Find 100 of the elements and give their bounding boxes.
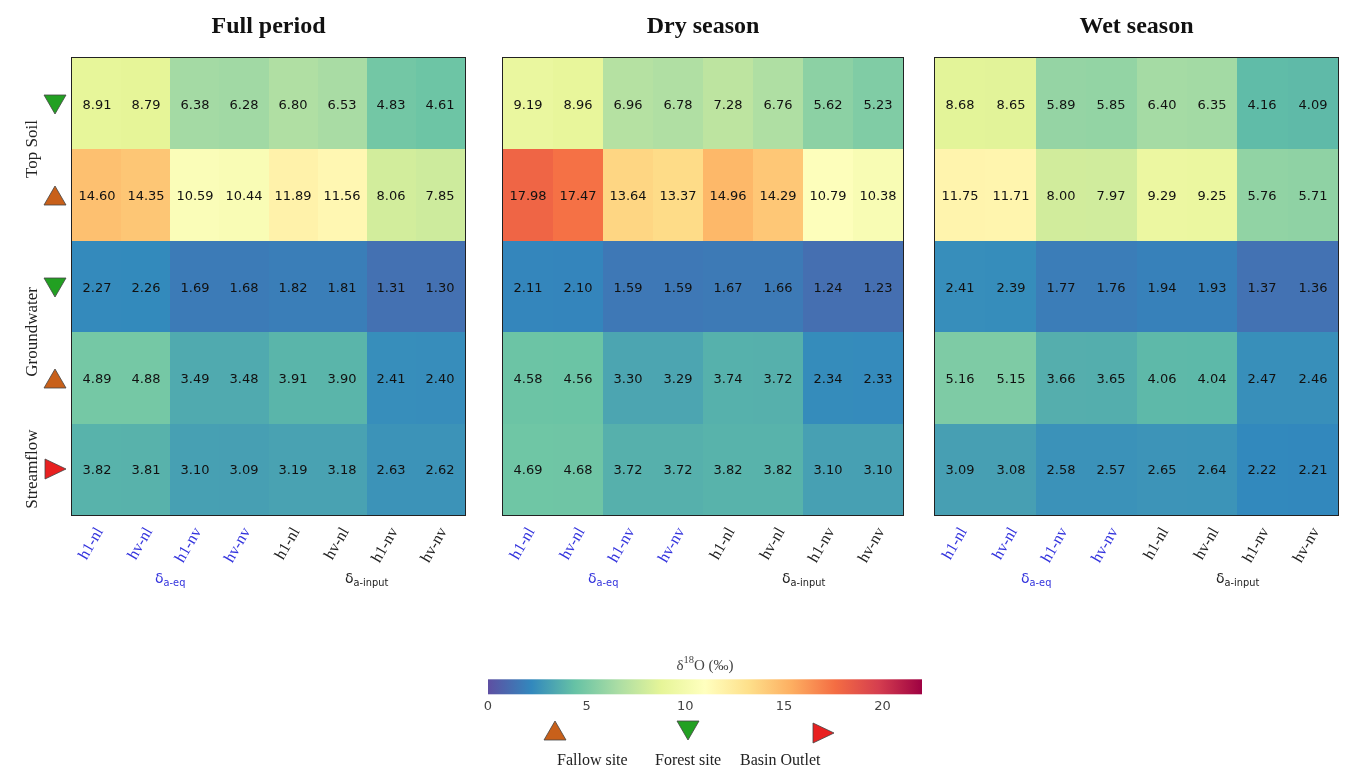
data-label: 1.93	[1197, 279, 1227, 295]
data-label: 17.47	[559, 187, 597, 203]
data-label: 6.76	[763, 96, 793, 112]
data-label: 8.00	[1046, 187, 1076, 203]
data-label: 1.69	[180, 279, 210, 295]
data-label: 5.23	[863, 96, 893, 112]
data-label: 8.79	[131, 96, 161, 112]
data-label: 6.38	[180, 96, 210, 112]
data-label: 4.83	[376, 96, 406, 112]
data-label: 1.82	[278, 279, 308, 295]
data-label: 11.56	[323, 187, 361, 203]
data-label: 4.06	[1147, 370, 1177, 386]
data-label: 2.27	[82, 279, 112, 295]
data-label: 2.26	[131, 279, 161, 295]
data-label: 10.44	[225, 187, 263, 203]
data-label: 1.59	[613, 279, 643, 295]
data-label: 2.22	[1247, 461, 1277, 477]
data-label: 6.78	[663, 96, 693, 112]
color-bar-label: 15	[775, 698, 793, 714]
data-label: 9.29	[1147, 187, 1177, 203]
data-label: 17.98	[509, 187, 547, 203]
data-label: 8.65	[996, 96, 1026, 112]
data-label: 14.96	[709, 187, 747, 203]
data-label: 11.89	[274, 187, 312, 203]
data-label: 13.64	[609, 187, 647, 203]
data-label: 7.28	[713, 96, 743, 112]
data-label: 11.75	[941, 187, 979, 203]
data-label: 4.68	[563, 461, 593, 477]
text: δ$_{a-input}$	[782, 570, 826, 588]
data-label: 4.04	[1197, 370, 1227, 386]
data-label: 3.81	[131, 461, 161, 477]
chart-title: Dry season	[646, 12, 760, 39]
data-label: 3.10	[813, 461, 843, 477]
data-label: 6.80	[278, 96, 308, 112]
data-label: 1.30	[425, 279, 455, 295]
data-label: 2.46	[1298, 370, 1328, 386]
data-label: 1.77	[1046, 279, 1076, 295]
text: δ$_{a-input}$	[345, 570, 389, 588]
chart-title: Full period	[211, 12, 327, 39]
data-label: 3.66	[1046, 370, 1076, 386]
data-label: 2.65	[1147, 461, 1177, 477]
text: Basin Outlet	[740, 751, 821, 768]
data-label: 1.31	[376, 279, 406, 295]
data-label: 2.58	[1046, 461, 1076, 477]
text: Streamflow	[22, 428, 42, 509]
data-label: 3.18	[327, 461, 357, 477]
data-label: 1.66	[763, 279, 793, 295]
data-label: 3.48	[229, 370, 259, 386]
chart-title: Wet season	[1079, 12, 1194, 39]
color-bar-label: 0	[483, 698, 493, 714]
data-label: 1.36	[1298, 279, 1328, 295]
data-label: 3.10	[180, 461, 210, 477]
data-label: 7.85	[425, 187, 455, 203]
data-label: 1.24	[813, 279, 843, 295]
data-label: 4.89	[82, 370, 112, 386]
data-label: 3.65	[1096, 370, 1126, 386]
data-label: 2.39	[996, 279, 1026, 295]
data-label: 5.85	[1096, 96, 1126, 112]
data-label: 1.67	[713, 279, 743, 295]
data-label: 4.69	[513, 461, 543, 477]
data-label: 2.41	[376, 370, 406, 386]
data-label: 3.82	[763, 461, 793, 477]
text: δ$_{a-eq}$	[588, 570, 619, 588]
data-label: 10.79	[809, 187, 847, 203]
data-label: 3.30	[613, 370, 643, 386]
text: δ$_{a-input}$	[1216, 570, 1260, 588]
data-label: 14.35	[127, 187, 165, 203]
data-label: 11.71	[992, 187, 1030, 203]
data-label: 4.61	[425, 96, 455, 112]
data-label: 8.91	[82, 96, 112, 112]
text: Top Soil	[22, 119, 42, 178]
data-label: 2.21	[1298, 461, 1328, 477]
data-label: 8.96	[563, 96, 593, 112]
data-label: 4.09	[1298, 96, 1328, 112]
data-label: 9.19	[513, 96, 543, 112]
data-label: 4.58	[513, 370, 543, 386]
data-label: 4.88	[131, 370, 161, 386]
data-label: 3.91	[278, 370, 308, 386]
data-label: 6.28	[229, 96, 259, 112]
data-label: 5.71	[1298, 187, 1328, 203]
data-label: 2.64	[1197, 461, 1227, 477]
data-label: 2.41	[945, 279, 975, 295]
data-label: 2.11	[513, 279, 543, 295]
text: Forest site	[655, 751, 722, 768]
data-label: 1.81	[327, 279, 357, 295]
data-label: 1.76	[1096, 279, 1126, 295]
data-label: 1.68	[229, 279, 259, 295]
data-label: 2.10	[563, 279, 593, 295]
data-label: 3.29	[663, 370, 693, 386]
data-label: 6.96	[613, 96, 643, 112]
text: Fallow site	[557, 751, 628, 768]
data-label: 6.53	[327, 96, 357, 112]
data-label: 1.94	[1147, 279, 1177, 295]
data-label: 4.16	[1247, 96, 1277, 112]
color-bar-label: 20	[874, 698, 891, 714]
data-label: 6.35	[1197, 96, 1227, 112]
data-label: 6.40	[1147, 96, 1177, 112]
text: Groundwater	[22, 286, 42, 377]
data-label: 2.63	[376, 461, 406, 477]
data-label: 3.49	[180, 370, 210, 386]
